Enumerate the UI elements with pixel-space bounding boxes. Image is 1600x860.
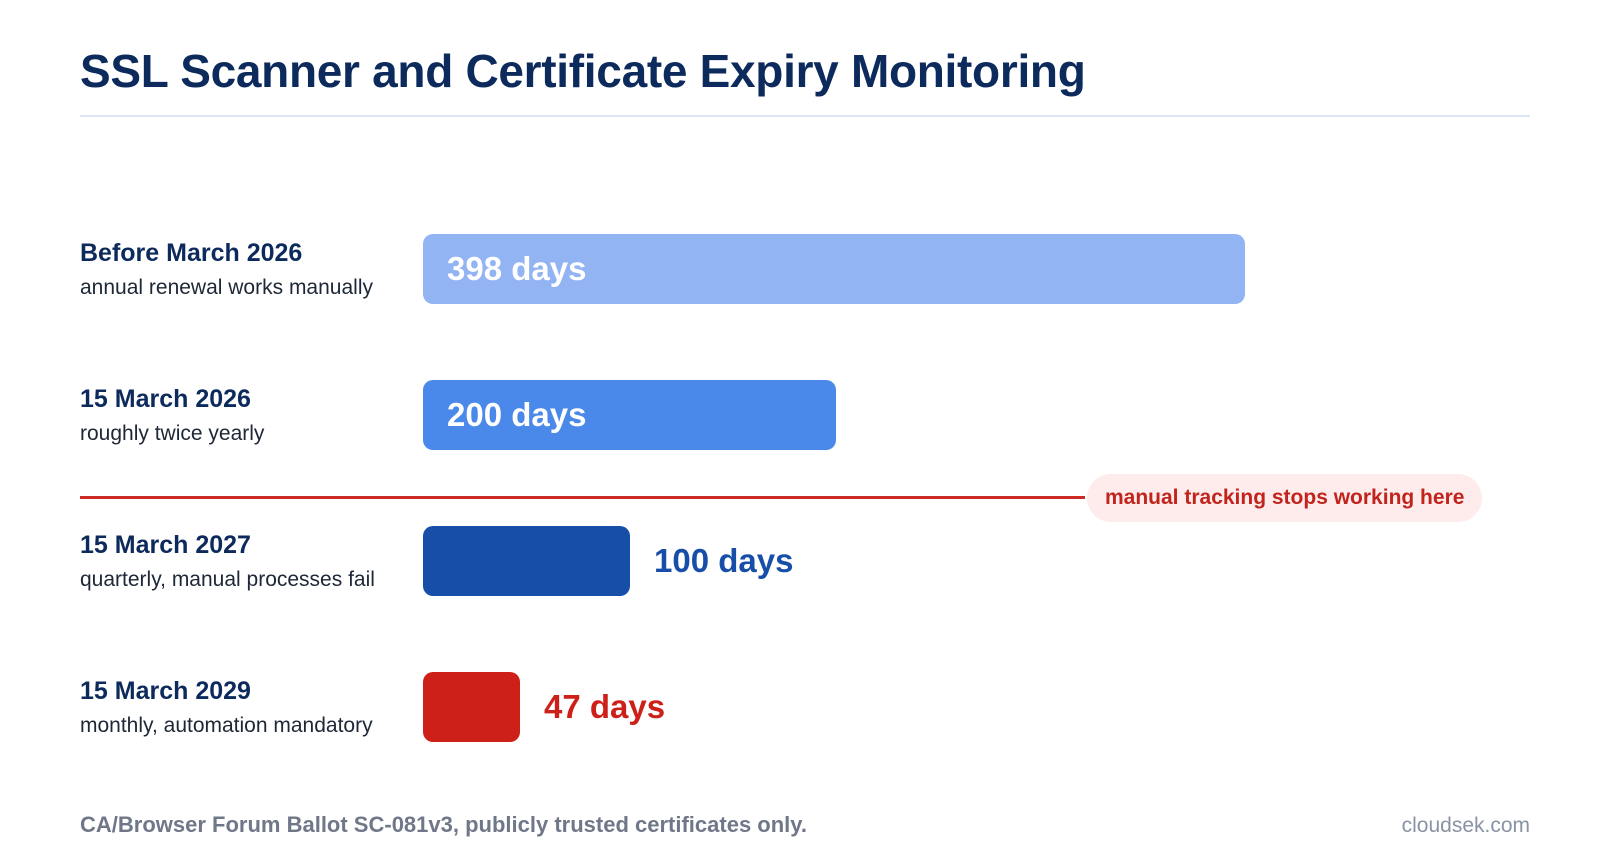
row-description: roughly twice yearly [80, 422, 265, 445]
bar [423, 672, 520, 742]
row-label: 15 March 2029 monthly, automation mandato… [80, 676, 420, 741]
page-title: SSL Scanner and Certificate Expiry Monit… [80, 45, 1086, 97]
threshold-annotation: manual tracking stops working here [1087, 474, 1483, 522]
bar-value-label: 200 days [447, 396, 587, 433]
row-period: 15 March 2029 [80, 677, 251, 705]
bar [423, 526, 630, 596]
bar [423, 234, 1245, 304]
row-description: annual renewal works manually [80, 276, 373, 299]
row-label: 15 March 2026 roughly twice yearly [80, 384, 420, 449]
footnote: CA/Browser Forum Ballot SC-081v3, public… [80, 812, 807, 837]
row-period: 15 March 2026 [80, 385, 251, 413]
title-divider [80, 115, 1530, 117]
row-label: Before March 2026 annual renewal works ma… [80, 238, 420, 303]
row-description: monthly, automation mandatory [80, 714, 373, 737]
bar-value-label: 47 days [544, 688, 666, 725]
row-period: Before March 2026 [80, 239, 303, 267]
threshold-line [80, 496, 1085, 499]
row-label: 15 March 2027 quarterly, manual processes… [80, 530, 420, 595]
bar [423, 380, 836, 450]
brand-link[interactable]: cloudsek.com [1401, 814, 1530, 837]
bar-value-label: 100 days [654, 542, 794, 579]
row-period: 15 March 2027 [80, 531, 251, 559]
bar-value-label: 398 days [447, 250, 587, 287]
row-description: quarterly, manual processes fail [80, 568, 375, 591]
